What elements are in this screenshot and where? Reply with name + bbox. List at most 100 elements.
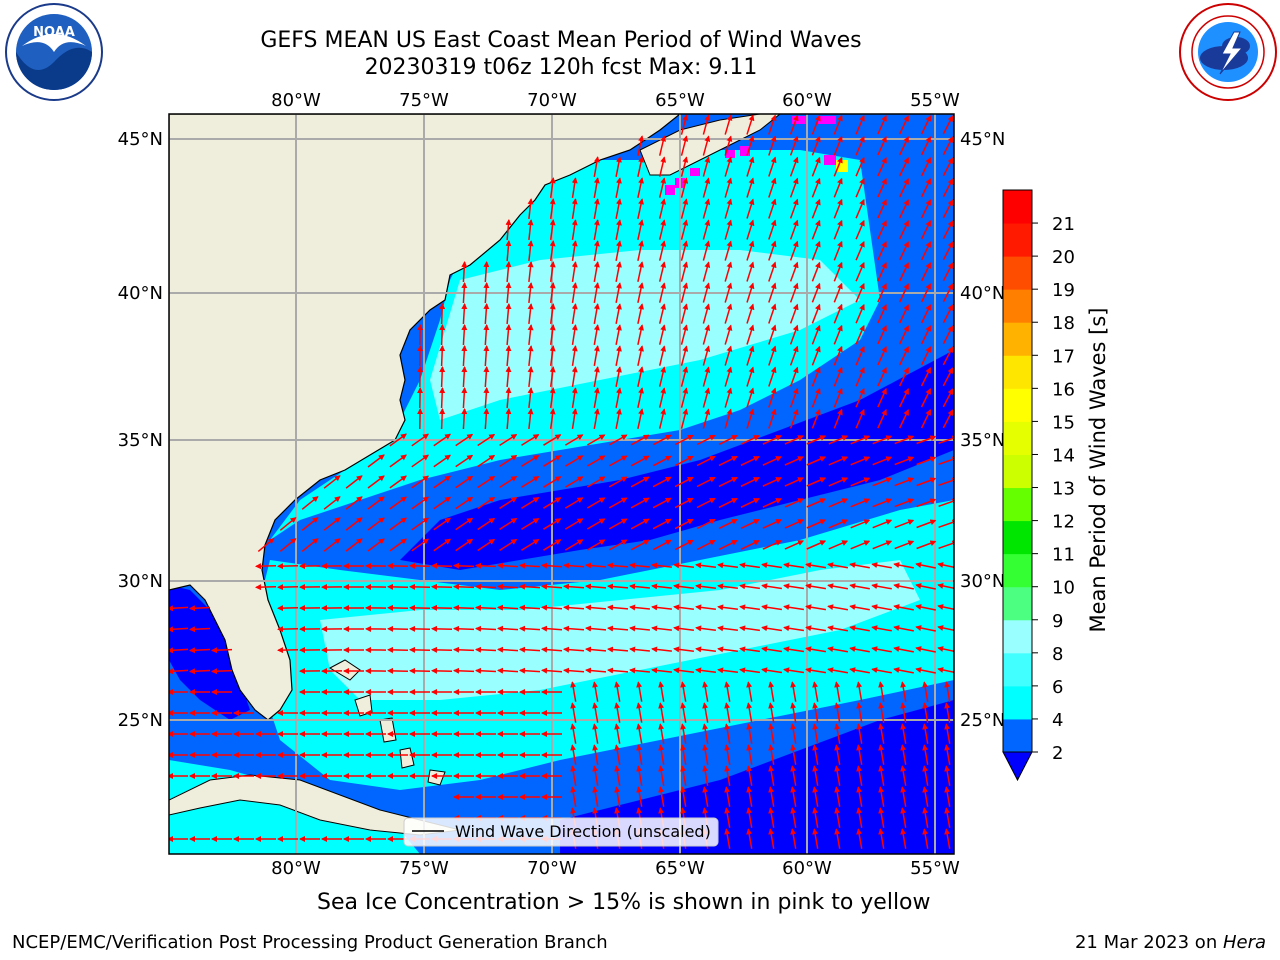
wind-wave-arrow xyxy=(899,241,909,261)
wind-wave-arrow xyxy=(784,519,805,529)
wind-wave-arrow xyxy=(877,387,887,408)
wind-wave-arrow xyxy=(938,477,954,487)
wind-wave-arrow xyxy=(637,198,644,219)
wind-wave-arrow xyxy=(680,261,689,282)
lon-label-top: 70°W xyxy=(527,90,577,111)
wind-wave-arrow xyxy=(549,366,556,387)
wind-wave-arrow xyxy=(812,765,819,786)
colorbar-tick-label: 4 xyxy=(1052,710,1063,731)
wind-wave-arrow xyxy=(768,303,777,324)
wind-wave-arrow xyxy=(805,562,827,569)
wind-wave-arrow xyxy=(877,261,887,282)
wind-wave-arrow xyxy=(505,303,512,325)
wind-wave-arrow xyxy=(483,408,490,430)
wind-wave-arrow xyxy=(571,324,578,346)
wind-wave-arrow xyxy=(717,604,738,611)
wind-wave-arrow xyxy=(475,562,497,569)
wind-wave-arrow xyxy=(789,177,799,198)
wind-wave-arrow xyxy=(806,456,827,466)
wind-wave-arrow xyxy=(739,646,761,653)
wind-wave-arrow xyxy=(477,433,496,447)
wind-wave-arrow xyxy=(527,240,534,261)
wind-wave-arrow xyxy=(833,345,843,366)
wind-wave-arrow xyxy=(497,562,519,569)
wind-wave-arrow xyxy=(922,744,929,765)
wind-wave-arrow xyxy=(608,476,628,488)
wind-wave-arrow xyxy=(637,387,644,408)
wind-wave-arrow xyxy=(543,455,562,467)
wind-wave-arrow xyxy=(768,135,777,156)
colorbar-segment xyxy=(1003,553,1032,588)
wind-wave-arrow xyxy=(505,324,512,346)
wind-wave-arrow xyxy=(433,475,452,489)
wind-wave-arrow xyxy=(937,625,954,632)
wind-wave-arrow xyxy=(942,304,954,324)
wind-wave-arrow xyxy=(630,518,650,530)
wind-wave-arrow xyxy=(768,219,777,240)
wind-wave-arrow xyxy=(761,562,783,569)
wind-wave-arrow xyxy=(724,135,733,156)
lat-label-left: 45°N xyxy=(118,129,163,150)
wind-wave-arrow xyxy=(257,537,275,552)
colorbar-tick-label: 6 xyxy=(1052,677,1063,698)
wind-wave-arrow xyxy=(702,324,711,345)
wind-wave-arrow xyxy=(944,765,951,786)
lon-label-bottom: 60°W xyxy=(782,858,832,879)
wind-wave-arrow xyxy=(855,324,865,345)
wind-wave-arrow xyxy=(920,178,932,198)
wind-wave-arrow xyxy=(746,765,753,786)
wind-wave-arrow xyxy=(563,562,585,569)
wind-wave-arrow xyxy=(637,261,644,282)
wind-wave-arrow xyxy=(900,786,907,807)
run-machine: Hera xyxy=(1222,932,1266,953)
colorbar-tick-label: 12 xyxy=(1052,512,1075,533)
wind-wave-arrow xyxy=(587,434,606,446)
wind-wave-arrow xyxy=(389,496,407,510)
wind-wave-arrow xyxy=(673,562,694,569)
wind-wave-arrow xyxy=(789,387,799,408)
wind-wave-arrow xyxy=(563,646,585,653)
wind-wave-arrow xyxy=(789,261,799,282)
colorbar-segment xyxy=(1003,322,1032,356)
wind-wave-arrow xyxy=(680,786,687,807)
wind-wave-arrow xyxy=(593,282,600,304)
lat-label-left: 30°N xyxy=(118,571,163,592)
wind-wave-arrow xyxy=(761,604,783,611)
wind-wave-arrow xyxy=(746,723,753,744)
wind-wave-arrow xyxy=(629,604,650,611)
wind-wave-arrow xyxy=(541,583,563,590)
wind-wave-arrow xyxy=(768,387,777,408)
wind-wave-arrow xyxy=(849,562,870,569)
wind-wave-arrow xyxy=(855,387,865,408)
wind-wave-arrow xyxy=(834,807,841,828)
wind-wave-arrow xyxy=(877,408,887,429)
wind-wave-arrow xyxy=(702,681,709,702)
wind-wave-arrow xyxy=(746,681,753,702)
wind-wave-arrow xyxy=(658,261,667,282)
wind-wave-arrow xyxy=(651,583,672,590)
colorbar-frame xyxy=(1002,189,1033,753)
wind-wave-arrow xyxy=(920,388,932,408)
wind-wave-arrow xyxy=(768,702,775,723)
map-area xyxy=(169,114,954,854)
gridlines xyxy=(169,114,954,854)
wind-wave-arrow xyxy=(855,408,865,429)
wind-wave-arrow xyxy=(519,562,541,569)
wind-wave-arrow xyxy=(871,583,892,590)
wind-wave-arrow xyxy=(615,261,622,282)
wind-wave-arrow xyxy=(877,135,887,156)
wind-wave-arrow xyxy=(811,303,821,324)
wind-wave-arrow xyxy=(636,786,643,807)
wind-wave-arrow xyxy=(680,723,687,744)
wind-wave-arrow xyxy=(920,346,932,366)
wind-wave-arrow xyxy=(894,477,915,487)
wind-wave-arrow xyxy=(833,156,843,177)
wind-wave-arrow xyxy=(211,647,233,654)
wind-wave-arrow xyxy=(527,261,534,282)
wind-wave-arrow xyxy=(571,303,578,325)
wind-wave-arrow xyxy=(790,828,797,849)
wind-wave-arrow xyxy=(592,744,599,765)
colorbar-segment xyxy=(1003,487,1032,522)
wind-wave-arrow xyxy=(942,325,954,345)
wind-wave-arrow xyxy=(827,646,849,653)
